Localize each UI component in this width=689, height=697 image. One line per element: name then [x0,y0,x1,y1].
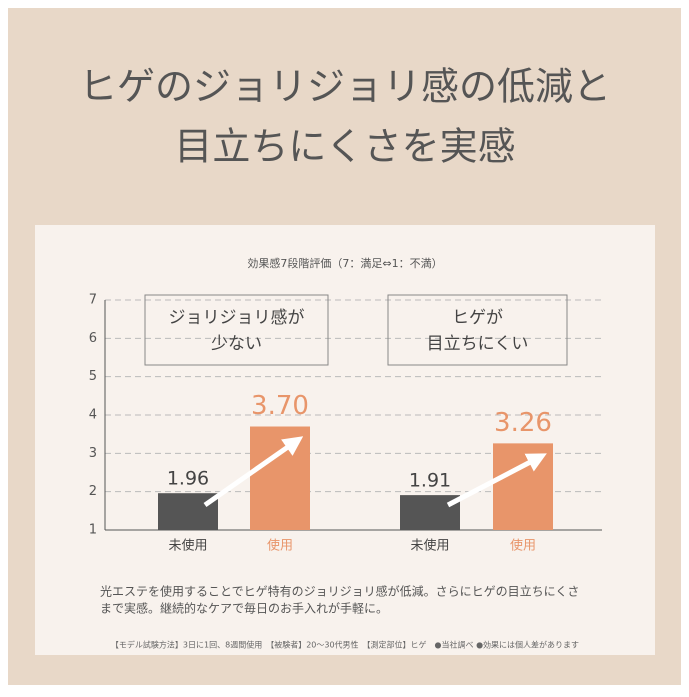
bar [158,493,218,530]
bar [400,495,460,530]
y-tick-label: 4 [89,408,97,423]
footnote: 【モデル試験方法】3日に1回、8週間使用 【被験者】20～30代男性 【測定部位… [111,640,579,650]
value-label: 3.70 [251,391,309,421]
description: 光エステを使用することでヒゲ特有のジョリジョリ感が低減。さらにヒゲの目立ちにくさ [100,584,579,599]
x-tick-label: 使用 [510,538,536,554]
y-tick-label: 3 [89,446,97,461]
y-tick-label: 6 [89,331,97,346]
annotation: ヒゲが [452,308,503,328]
chart-title: 効果感7段階評価（7：満足⇔1：不満） [247,256,442,270]
x-tick-label: 未使用 [410,538,449,554]
annotation: ジョリジョリ感が [169,308,305,328]
annotation-box [387,294,568,366]
y-tick-label: 5 [89,369,97,384]
y-tick-label: 7 [89,293,97,308]
arrow [446,453,547,508]
annotation: 目立ちにくい [427,334,529,354]
y-tick-label: 1 [89,523,97,538]
description: まで実感。継続的なケアで毎日のお手入れが手軽に。 [100,601,388,616]
y-tick-label: 2 [89,484,97,499]
headline: 目立ちにくさを実感 [174,125,515,169]
value-label: 1.96 [167,468,209,490]
x-tick-label: 使用 [267,538,293,554]
annotation-box [144,294,329,366]
value-label: 3.26 [494,408,552,438]
x-tick-label: 未使用 [168,538,207,554]
annotation: 少ない [211,334,262,354]
bar [250,426,310,530]
panel [35,225,655,655]
bar [493,443,553,530]
value-label: 1.91 [409,470,451,492]
headline: ヒゲのジョリジョリ感の低減と [79,65,611,109]
arrow [203,436,304,508]
